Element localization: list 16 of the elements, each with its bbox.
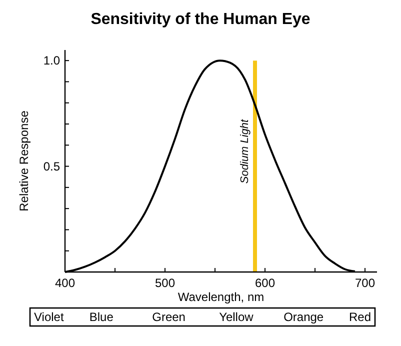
text: Blue xyxy=(89,310,114,324)
text: Violet xyxy=(34,310,64,324)
text: Red xyxy=(348,310,371,324)
x-tick-label: 400 xyxy=(54,276,76,290)
y-axis-title: Relative Response xyxy=(17,110,31,212)
x-tick-label: 600 xyxy=(254,276,276,290)
text: Yellow xyxy=(219,310,254,324)
text: Orange xyxy=(284,310,324,324)
y-tick-label: 1.0 xyxy=(43,54,60,68)
ref-line-label: Sodium Light xyxy=(239,118,251,184)
text: Green xyxy=(152,310,186,324)
x-tick-label: 700 xyxy=(354,276,376,290)
x-tick-label: 500 xyxy=(154,276,176,290)
y-tick-label: 0.5 xyxy=(43,159,60,174)
chart-title: Sensitivity of the Human Eye xyxy=(90,11,310,28)
x-axis-title: Wavelength, nm xyxy=(178,290,264,304)
